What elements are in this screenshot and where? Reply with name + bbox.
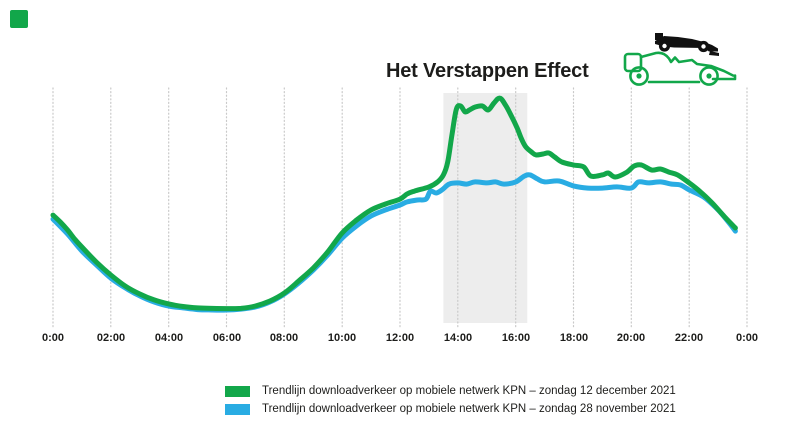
green-f1-car-icon (623, 51, 737, 86)
x-axis: 0:00 02:00 04:00 06:00 08:00 10:00 12:00 14:00 1… (0, 332, 800, 346)
legend-swatch-green (225, 385, 250, 397)
legend-label: Trendlijn downloadverkeer op mobiele net… (262, 403, 676, 415)
x-tick-label: 14:00 (443, 332, 473, 344)
x-tick-label: 0:00 (735, 332, 759, 344)
f1-cars-icon (623, 33, 737, 86)
x-tick-label: 16:00 (501, 332, 531, 344)
kpn-logo-mark (10, 10, 28, 28)
x-tick-label: 18:00 (559, 332, 589, 344)
legend: Trendlijn downloadverkeer op mobiele net… (225, 382, 676, 418)
x-tick-label: 06:00 (212, 332, 242, 344)
series-line-nov28 (50, 172, 738, 313)
legend-swatch-blue (225, 403, 250, 415)
x-tick-label: 22:00 (674, 332, 704, 344)
traffic-chart (50, 87, 748, 328)
legend-label: Trendlijn downloadverkeer op mobiele net… (262, 385, 676, 397)
x-tick-label: 02:00 (96, 332, 126, 344)
page-title: Het Verstappen Effect (386, 60, 589, 82)
x-tick-label: 10:00 (327, 332, 357, 344)
series-line-dec12 (50, 95, 738, 312)
x-tick-label: 0:00 (41, 332, 65, 344)
x-tick-label: 08:00 (269, 332, 299, 344)
x-tick-label: 20:00 (616, 332, 646, 344)
black-f1-car-icon (655, 33, 719, 56)
x-tick-label: 12:00 (385, 332, 415, 344)
legend-item: Trendlijn downloadverkeer op mobiele net… (225, 400, 676, 418)
legend-item: Trendlijn downloadverkeer op mobiele net… (225, 382, 676, 400)
x-tick-label: 04:00 (154, 332, 184, 344)
